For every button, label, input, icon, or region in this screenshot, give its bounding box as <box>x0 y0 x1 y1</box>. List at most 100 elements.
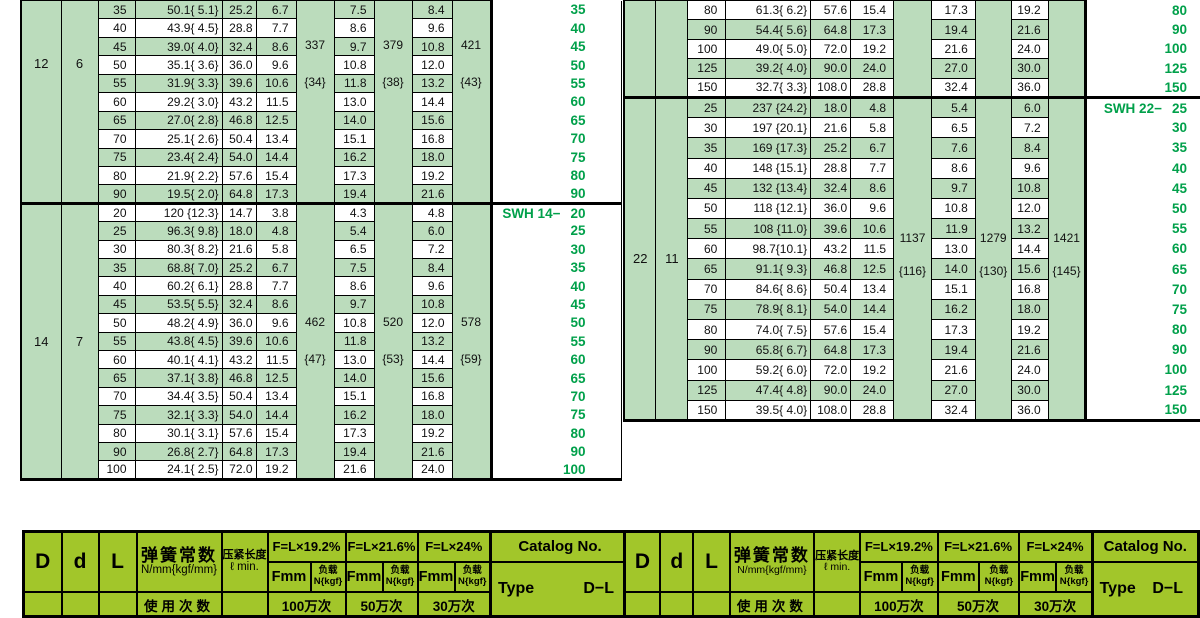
catalog-cell: 90 <box>1084 19 1200 40</box>
cell-f-19: 17.3 <box>255 184 297 204</box>
usage-row-empty <box>659 590 695 616</box>
cell-min-length: 36.0 <box>810 197 852 220</box>
cell-f-19: 9.6 <box>850 197 895 220</box>
catalog-cell: 75 <box>1084 299 1200 320</box>
cell-free-length: 55 <box>97 331 136 351</box>
catalog-number: 70 <box>570 388 586 404</box>
f-ratio-header-19: F=L×19.2% <box>859 530 939 563</box>
cell-f-21: 7.6 <box>930 137 976 159</box>
cell-f-24: 4.8 <box>411 201 453 223</box>
compressed-length-title: 压紧长度 <box>222 549 267 562</box>
cell-f-19: 13.4 <box>255 129 297 149</box>
spring-constant-header: 弹簧常数 N/mm{kgf/mm} <box>728 530 816 593</box>
load-n-value: 337 <box>304 38 326 53</box>
cell-spring-constant: 19.5{ 2.0} <box>134 184 223 204</box>
cell-spring-constant: 65.8{ 6.7} <box>725 339 812 361</box>
cell-spring-constant: 31.9{ 3.3} <box>134 73 223 94</box>
cell-spring-constant: 98.7{10.1} <box>725 238 812 260</box>
catalog-cell: 55 <box>489 332 621 351</box>
cell-f-21: 32.4 <box>930 77 976 98</box>
usage-row-empty <box>97 590 138 616</box>
cell-free-length: 30 <box>97 239 136 259</box>
catalog-number: 45 <box>570 39 586 55</box>
catalog-number: 50 <box>570 315 586 331</box>
fmm-header: Fmm <box>1017 560 1058 593</box>
catalog-cell: 75 <box>489 148 621 167</box>
cell-f-24: 36.0 <box>1010 399 1049 421</box>
f-ratio-header-19: F=L×19.2% <box>266 530 347 563</box>
cell-spring-constant: 30.1{ 3.1} <box>134 423 223 443</box>
catalog-cell: 45 <box>489 37 621 56</box>
cell-f-19: 7.7 <box>255 18 297 38</box>
outer-diameter-value: 12 <box>34 55 49 71</box>
cell-f-21: 11.8 <box>333 331 375 351</box>
cell-f-19: 3.8 <box>255 201 297 223</box>
catalog-number: 80 <box>570 168 586 184</box>
cell-f-19: 28.8 <box>850 77 895 98</box>
cell-f-21: 16.2 <box>333 147 375 167</box>
load-cell: 578 {59} <box>451 201 492 480</box>
load-n-value: 379 <box>382 38 404 53</box>
legend-col-d: d <box>659 530 695 593</box>
fmm-header: Fmm <box>416 560 456 593</box>
cell-spring-constant: 27.0{ 2.8} <box>134 110 223 131</box>
cell-spring-constant: 74.0{ 7.5} <box>725 319 812 341</box>
cell-free-length: 60 <box>97 92 136 112</box>
cell-f-19: 15.4 <box>850 0 895 21</box>
load-cell <box>893 0 932 98</box>
cell-f-21: 27.0 <box>930 379 976 401</box>
spring-constant-unit: N/mm{kgf/mm} <box>737 563 807 576</box>
col-D-cell: 14 <box>20 201 62 480</box>
cell-f-21: 13.0 <box>333 349 375 370</box>
cell-f-19: 11.5 <box>850 238 895 260</box>
cell-free-length: 40 <box>97 276 136 296</box>
cell-f-19: 14.4 <box>255 147 297 167</box>
load-header-line1: 负载 <box>1064 564 1084 576</box>
cell-spring-constant: 39.2{ 4.0} <box>725 58 812 79</box>
cell-f-21: 19.4 <box>930 19 976 40</box>
catalog-number: 35 <box>570 260 586 276</box>
cell-spring-constant: 120 {12.3} <box>134 201 223 223</box>
cell-free-length: 60 <box>97 349 136 370</box>
catalog-number: 125 <box>1164 382 1187 398</box>
cell-f-21: 6.5 <box>333 239 375 259</box>
cell-min-length: 43.2 <box>810 238 852 260</box>
cell-spring-constant: 32.1{ 3.3} <box>134 405 223 425</box>
load-kgf-value: {53} <box>382 352 404 367</box>
cell-f-19: 8.6 <box>255 36 297 57</box>
type-header: Type D−L <box>1090 560 1200 617</box>
cell-min-length: 18.0 <box>810 95 852 119</box>
cell-free-length: 100 <box>687 359 727 381</box>
cell-spring-constant: 39.5{ 4.0} <box>725 399 812 421</box>
cell-f-19: 17.3 <box>850 19 895 40</box>
load-cell <box>1047 0 1087 98</box>
cell-f-21: 14.0 <box>930 258 976 280</box>
cell-f-21: 11.9 <box>930 218 976 240</box>
cell-f-19: 15.4 <box>255 165 297 186</box>
cell-free-length: 100 <box>687 38 727 60</box>
load-header-line2: N{kgf} <box>905 575 934 587</box>
cell-f-21: 4.3 <box>333 201 375 223</box>
load-n-value: 421 <box>460 38 482 53</box>
catalog-number: 125 <box>1164 60 1187 76</box>
load-n-value: 520 <box>382 315 404 330</box>
catalog-number: 70 <box>1171 281 1187 297</box>
cell-free-length: 25 <box>97 221 136 241</box>
cell-free-length: 45 <box>97 294 136 315</box>
load-cell: 520 {53} <box>373 201 413 480</box>
cell-free-length: 40 <box>97 18 136 38</box>
cell-free-length: 70 <box>687 278 727 300</box>
cell-min-length: 21.6 <box>810 117 852 139</box>
cell-f-24: 18.0 <box>411 147 453 167</box>
legend-col-L: L <box>97 530 138 593</box>
catalog-number: 25 <box>1171 100 1187 116</box>
col-D-cell: 22 <box>623 95 657 421</box>
cell-free-length: 80 <box>97 423 136 443</box>
catalog-cell: 90 <box>489 184 621 204</box>
catalog-number: 40 <box>570 20 586 36</box>
catalog-number: 65 <box>570 370 586 386</box>
col-d-cell: 11 <box>655 95 689 421</box>
type-word: Type <box>498 579 535 597</box>
cell-f-21: 10.8 <box>333 313 375 333</box>
catalog-number: 55 <box>1171 221 1187 237</box>
